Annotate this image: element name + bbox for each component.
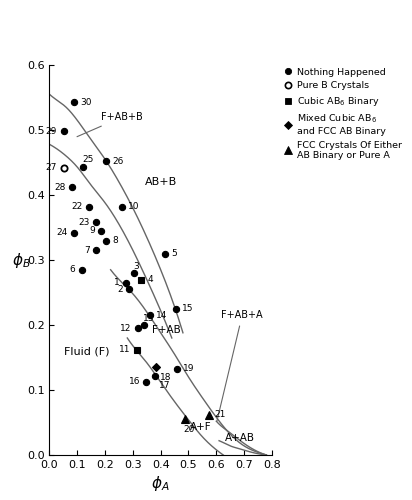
Text: 22: 22 bbox=[72, 202, 83, 211]
Text: 14: 14 bbox=[156, 310, 167, 320]
Text: 30: 30 bbox=[80, 98, 91, 106]
Text: 18: 18 bbox=[159, 372, 171, 382]
Text: 29: 29 bbox=[46, 127, 57, 136]
Text: F+AB: F+AB bbox=[152, 325, 181, 335]
Text: 16: 16 bbox=[129, 377, 140, 386]
Text: F+AB+A: F+AB+A bbox=[217, 310, 263, 421]
Text: 23: 23 bbox=[79, 218, 90, 227]
Text: 27: 27 bbox=[46, 163, 57, 172]
Text: 9: 9 bbox=[89, 226, 95, 235]
Text: 11: 11 bbox=[119, 345, 131, 354]
Text: A+F: A+F bbox=[190, 422, 211, 432]
Text: Fluid (F): Fluid (F) bbox=[64, 346, 110, 356]
Text: 21: 21 bbox=[215, 410, 226, 419]
Y-axis label: $\phi_B$: $\phi_B$ bbox=[12, 250, 30, 270]
Text: AB+B: AB+B bbox=[145, 178, 177, 187]
Text: 12: 12 bbox=[120, 324, 132, 333]
Text: 17: 17 bbox=[159, 381, 170, 390]
Legend: Nothing Happened, Pure B Crystals, Cubic AB$_6$ Binary, Mixed Cubic AB$_6$
and F: Nothing Happened, Pure B Crystals, Cubic… bbox=[281, 66, 404, 162]
Text: 1: 1 bbox=[114, 278, 120, 287]
Text: 3: 3 bbox=[133, 262, 138, 271]
Text: 5: 5 bbox=[171, 249, 177, 258]
Text: 8: 8 bbox=[112, 236, 118, 245]
Text: 20: 20 bbox=[184, 425, 195, 434]
Text: 2: 2 bbox=[117, 285, 123, 294]
Text: 4: 4 bbox=[147, 275, 153, 284]
X-axis label: $\phi_A$: $\phi_A$ bbox=[151, 474, 170, 493]
Text: 28: 28 bbox=[54, 182, 65, 192]
Text: 24: 24 bbox=[56, 228, 68, 237]
Text: F+AB+B: F+AB+B bbox=[77, 112, 143, 136]
Text: 26: 26 bbox=[112, 156, 124, 166]
Text: 19: 19 bbox=[183, 364, 194, 373]
Text: 15: 15 bbox=[182, 304, 194, 313]
Text: A+AB: A+AB bbox=[225, 432, 255, 442]
Text: 10: 10 bbox=[128, 202, 139, 211]
Text: 25: 25 bbox=[82, 155, 94, 164]
Text: 6: 6 bbox=[70, 265, 75, 274]
Text: 7: 7 bbox=[84, 246, 90, 255]
Text: 13: 13 bbox=[143, 314, 155, 323]
